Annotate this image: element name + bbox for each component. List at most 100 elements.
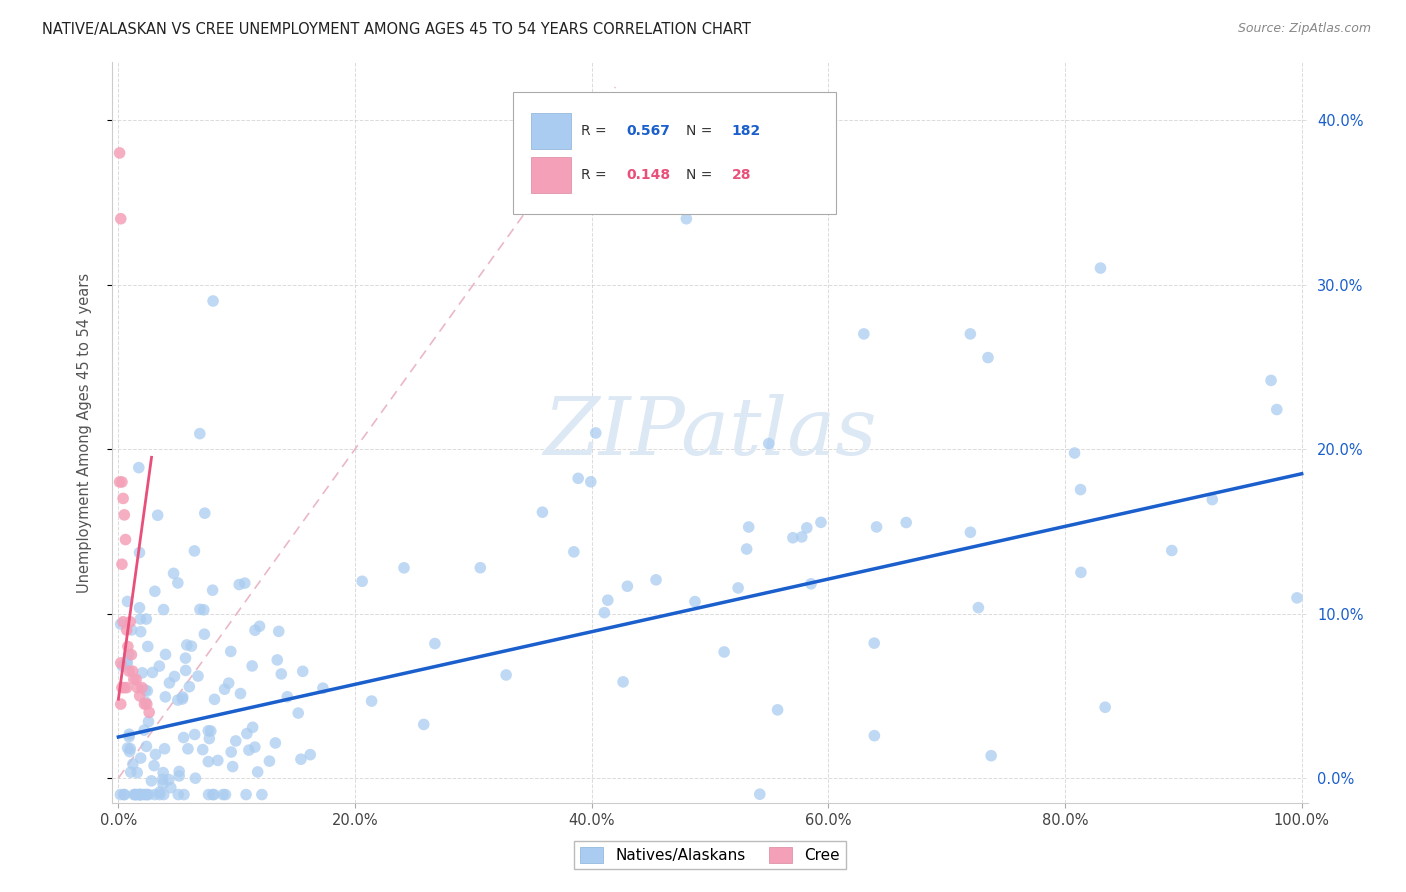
FancyBboxPatch shape	[513, 92, 835, 214]
Point	[115, 654, 138, 668]
Point	[149, 788, 172, 802]
Point	[896, 516, 918, 530]
Point	[291, 665, 314, 679]
Point	[593, 606, 616, 620]
Point	[138, 706, 160, 720]
Point	[495, 668, 517, 682]
Point	[111, 659, 134, 673]
Point	[236, 726, 259, 740]
Point	[1070, 483, 1092, 497]
Point	[183, 544, 205, 558]
Point	[352, 574, 374, 589]
Point	[108, 145, 131, 160]
Point	[143, 584, 166, 599]
Point	[267, 624, 290, 639]
Point	[980, 748, 1002, 763]
Point	[120, 648, 142, 662]
Point	[118, 664, 141, 678]
Point	[135, 695, 157, 709]
Point	[177, 742, 200, 756]
Point	[122, 788, 145, 802]
Point	[143, 788, 166, 802]
Point	[1090, 261, 1112, 276]
Text: 28: 28	[731, 168, 751, 182]
Point	[1201, 492, 1223, 507]
Point	[111, 558, 134, 572]
Point	[194, 506, 217, 520]
Point	[157, 676, 180, 690]
Point	[122, 673, 145, 687]
Point	[412, 717, 434, 731]
Point	[128, 460, 150, 475]
Point	[173, 731, 195, 745]
Point	[124, 788, 146, 802]
Point	[188, 426, 211, 441]
Point	[124, 788, 146, 802]
Text: N =: N =	[686, 124, 717, 137]
Point	[127, 765, 149, 780]
Text: R =: R =	[581, 168, 612, 182]
Point	[596, 593, 619, 607]
Point	[115, 623, 138, 637]
Point	[143, 758, 166, 772]
Point	[174, 664, 197, 678]
Point	[110, 617, 132, 632]
Point	[229, 687, 252, 701]
Point	[162, 566, 184, 581]
Point	[276, 690, 298, 704]
Point	[174, 651, 197, 665]
Point	[531, 505, 554, 519]
Point	[167, 764, 190, 779]
Point	[218, 676, 240, 690]
Point	[120, 741, 142, 756]
Point	[214, 682, 236, 697]
Point	[204, 692, 226, 706]
Point	[967, 600, 990, 615]
Point	[235, 788, 257, 802]
Point	[197, 723, 219, 738]
Point	[212, 788, 235, 802]
Point	[616, 579, 638, 593]
Point	[129, 612, 152, 626]
Point	[117, 741, 139, 756]
Point	[136, 640, 159, 654]
Y-axis label: Unemployment Among Ages 45 to 54 years: Unemployment Among Ages 45 to 54 years	[77, 273, 91, 592]
Text: NATIVE/ALASKAN VS CREE UNEMPLOYMENT AMONG AGES 45 TO 54 YEARS CORRELATION CHART: NATIVE/ALASKAN VS CREE UNEMPLOYMENT AMON…	[42, 22, 751, 37]
Point	[135, 697, 157, 711]
Point	[129, 788, 152, 802]
Point	[748, 787, 770, 801]
Point	[118, 727, 141, 741]
Point	[585, 425, 607, 440]
Point	[228, 577, 250, 591]
Point	[112, 508, 135, 522]
Point	[863, 636, 886, 650]
Point	[290, 752, 312, 766]
Point	[110, 788, 132, 802]
Point	[713, 645, 735, 659]
Point	[172, 690, 194, 704]
Point	[117, 657, 139, 671]
Text: Source: ZipAtlas.com: Source: ZipAtlas.com	[1237, 22, 1371, 36]
Point	[423, 636, 446, 650]
Point	[193, 603, 215, 617]
Point	[567, 471, 589, 485]
Text: 0.148: 0.148	[627, 168, 671, 182]
Point	[112, 681, 135, 695]
Point	[180, 639, 202, 653]
Point	[193, 627, 215, 641]
Point	[121, 664, 143, 678]
Point	[110, 697, 132, 711]
Point	[148, 659, 170, 673]
Point	[198, 731, 221, 746]
Point	[152, 777, 174, 791]
Point	[1265, 402, 1288, 417]
Point	[145, 747, 167, 762]
Point	[796, 521, 818, 535]
Point	[1070, 566, 1092, 580]
Point	[121, 757, 143, 772]
Point	[727, 581, 749, 595]
Point	[219, 745, 242, 759]
Point	[800, 576, 823, 591]
Point	[1063, 446, 1085, 460]
Point	[128, 546, 150, 560]
